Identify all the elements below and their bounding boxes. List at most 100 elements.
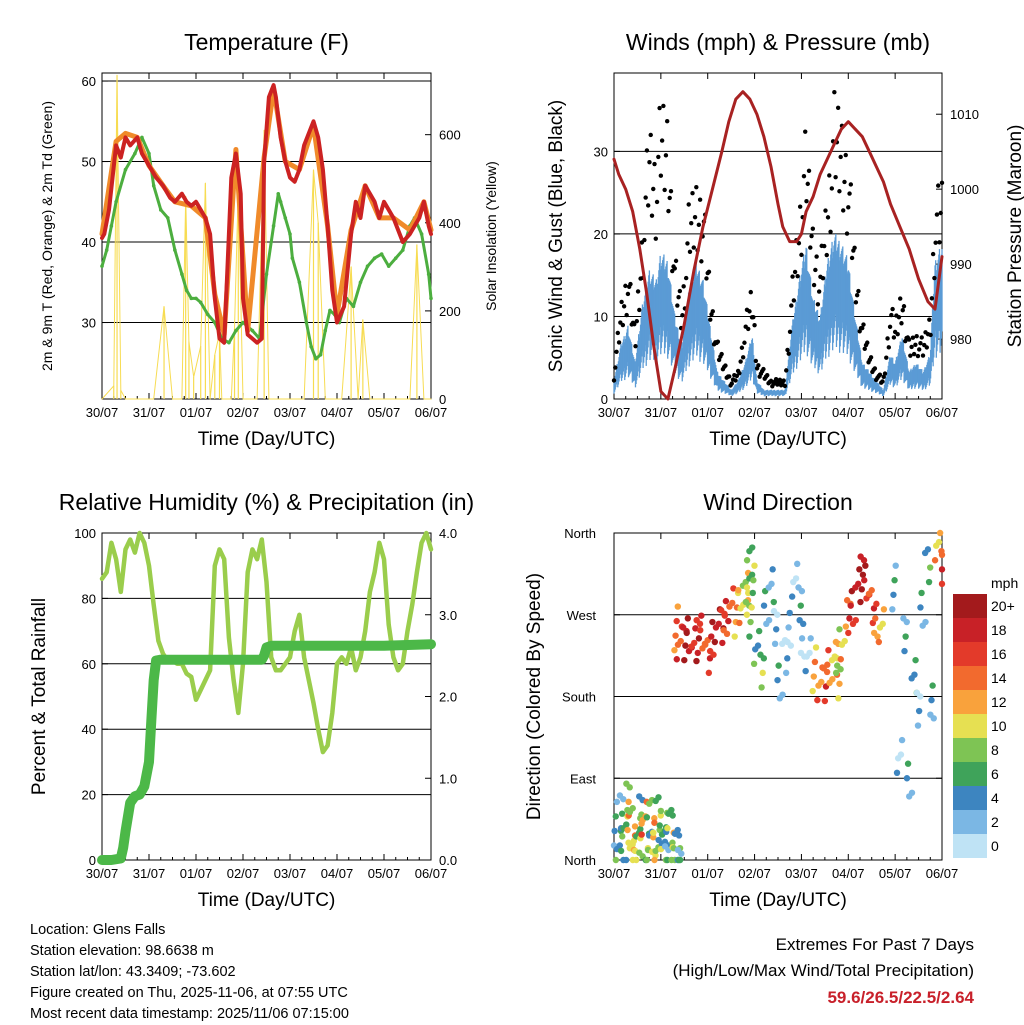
gust-point <box>920 353 926 358</box>
wind-direction-point <box>744 589 752 597</box>
wind-direction-point <box>774 676 781 684</box>
gust-point <box>900 308 905 313</box>
wind-direction-point <box>773 626 780 633</box>
gust-point <box>790 274 795 279</box>
dir-xtick-label: 05/07 <box>879 866 912 881</box>
gust-point <box>833 174 838 180</box>
wind-direction-point <box>650 829 657 836</box>
dir-ytick-label: North <box>564 526 596 541</box>
gust-point <box>837 189 842 194</box>
gust-point <box>932 275 937 281</box>
gust-point <box>668 188 674 194</box>
gust-point <box>685 241 690 246</box>
dewpoint-2m-point <box>379 252 384 256</box>
gust-point <box>890 306 895 312</box>
gust-point <box>934 212 940 217</box>
gust-point <box>753 358 759 364</box>
wind-direction-point <box>893 769 901 776</box>
gust-point <box>677 288 683 294</box>
gust-point <box>649 213 655 218</box>
rh-title: Relative Humidity (%) & Precipitation (i… <box>59 489 474 515</box>
wind-direction-point <box>626 784 633 791</box>
dir-ytick-label: East <box>570 771 596 786</box>
wind-direction-point <box>926 564 934 571</box>
wind-direction-point <box>758 684 765 691</box>
wind-direction-point <box>776 695 783 702</box>
gust-point <box>643 195 648 200</box>
dewpoint-2m-point <box>393 256 398 260</box>
wind-direction-point <box>682 642 689 649</box>
gust-point <box>929 296 935 301</box>
dewpoint-2m-point <box>419 232 424 236</box>
wind-direction-point <box>810 673 817 680</box>
gust-point <box>648 132 653 138</box>
wind-direction-point <box>825 646 832 654</box>
gust-point <box>914 333 919 339</box>
relative-humidity-line <box>99 530 434 755</box>
wind-direction-point <box>675 832 683 839</box>
dewpoint-2m-point <box>205 312 210 317</box>
speed-legend-swatch <box>953 786 987 810</box>
wind-direction-point <box>743 557 751 564</box>
rh-ytick-right-label: 3.0 <box>439 608 457 623</box>
gust-point <box>791 298 797 303</box>
gust-point <box>828 229 833 234</box>
rh-xtick-label: 30/07 <box>86 866 119 881</box>
gust-point <box>889 312 894 318</box>
wind-direction-point <box>798 587 806 595</box>
dir-ytick-label: West <box>567 608 597 623</box>
wind-direction-point <box>669 812 676 819</box>
gust-point <box>844 231 850 236</box>
wind-direction-point <box>836 626 843 633</box>
wind-xtick-label: 01/07 <box>691 405 724 420</box>
wind-ytick-right-label: 1010 <box>950 107 979 122</box>
gust-point <box>824 252 829 258</box>
temp-ytick-label: 50 <box>82 155 96 170</box>
gust-point <box>723 363 728 368</box>
wind-direction-point <box>802 667 809 675</box>
data-timestamp: Most recent data timestamp: 2025/11/06 0… <box>30 1006 349 1022</box>
gust-point <box>854 293 860 298</box>
dir-xtick-label: 31/07 <box>645 866 678 881</box>
gust-point <box>816 289 822 294</box>
rh-xtick-label: 03/07 <box>274 866 307 881</box>
gust-point <box>908 353 913 358</box>
gust-point <box>820 276 826 281</box>
wind-direction-point <box>657 812 664 819</box>
wind-direction-point <box>697 626 704 634</box>
wind-direction-point <box>735 587 742 594</box>
temp-xtick-label: 02/07 <box>227 405 260 420</box>
dewpoint-2m-point <box>104 248 109 252</box>
gust-point <box>913 342 918 347</box>
gust-point <box>805 181 810 187</box>
gust-point <box>801 173 807 179</box>
wind-direction-point <box>873 600 880 608</box>
wind-direction-point <box>938 580 946 588</box>
wind-direction-point <box>730 585 737 592</box>
gust-point <box>936 183 941 188</box>
wind-xtick-label: 04/07 <box>832 405 865 420</box>
gust-point <box>647 160 652 165</box>
gust-point <box>835 105 841 110</box>
wind-direction-point <box>894 755 902 762</box>
speed-legend-label: 16 <box>991 646 1007 662</box>
gust-point <box>938 210 943 216</box>
gust-point <box>842 179 847 185</box>
gust-point <box>927 317 932 322</box>
dewpoint-2m-point <box>184 288 189 293</box>
wind-direction-point <box>671 646 678 654</box>
gust-point <box>885 336 890 341</box>
wind-direction-point <box>723 630 731 638</box>
gust-point <box>930 251 936 257</box>
speed-legend-label: 10 <box>991 718 1007 734</box>
speed-legend-label: 4 <box>991 790 999 806</box>
gust-point <box>786 351 791 356</box>
gust-point <box>928 332 933 338</box>
gust-point <box>813 267 818 273</box>
wind-direction-point <box>938 566 946 573</box>
wind-direction-point <box>835 695 842 702</box>
wind-direction-point <box>631 823 639 830</box>
speed-legend-swatch <box>953 618 987 642</box>
wind-ylabel-right: Station Pressure (Maroon) <box>1005 125 1024 348</box>
